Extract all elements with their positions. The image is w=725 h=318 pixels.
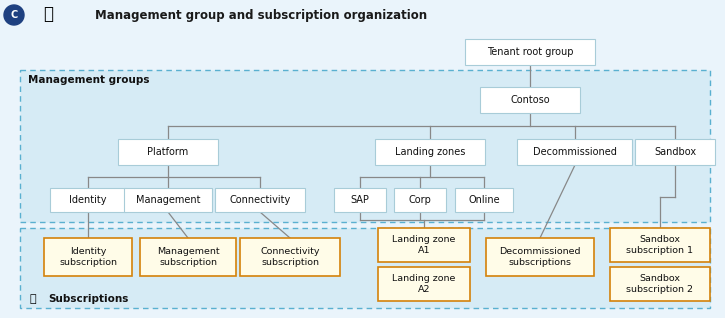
Text: Management group and subscription organization: Management group and subscription organi… <box>95 9 427 22</box>
Text: Corp: Corp <box>409 195 431 205</box>
Bar <box>334 188 386 212</box>
Bar <box>486 238 594 276</box>
Bar <box>140 238 236 276</box>
Bar <box>124 188 212 212</box>
Bar <box>610 228 710 262</box>
Text: Landing zone
A2: Landing zone A2 <box>392 274 456 294</box>
Text: Decommissioned: Decommissioned <box>533 147 617 157</box>
Bar <box>118 139 218 165</box>
Text: Sandbox
subscription 2: Sandbox subscription 2 <box>626 274 694 294</box>
Text: Contoso: Contoso <box>510 95 550 105</box>
Bar <box>378 267 470 301</box>
Text: 🔑: 🔑 <box>30 294 36 304</box>
Text: Platform: Platform <box>147 147 188 157</box>
Text: Identity: Identity <box>70 195 107 205</box>
Text: Sandbox
subscription 1: Sandbox subscription 1 <box>626 235 694 255</box>
Circle shape <box>4 5 24 25</box>
Text: Online: Online <box>468 195 500 205</box>
Bar <box>394 188 446 212</box>
Text: Connectivity
subscription: Connectivity subscription <box>260 247 320 267</box>
Bar <box>518 139 632 165</box>
Bar <box>0 1 725 31</box>
Bar <box>378 228 470 262</box>
Text: C: C <box>10 10 17 20</box>
Text: Landing zones: Landing zones <box>395 147 465 157</box>
Bar <box>455 188 513 212</box>
Text: Management: Management <box>136 195 200 205</box>
FancyBboxPatch shape <box>20 70 710 222</box>
Text: Tenant root group: Tenant root group <box>486 47 573 57</box>
Bar <box>240 238 340 276</box>
Bar <box>635 139 715 165</box>
Bar <box>480 87 580 113</box>
Bar <box>215 188 305 212</box>
Text: Management
subscription: Management subscription <box>157 247 219 267</box>
Text: Identity
subscription: Identity subscription <box>59 247 117 267</box>
Text: Connectivity: Connectivity <box>229 195 291 205</box>
Bar <box>44 238 132 276</box>
Bar <box>465 39 595 65</box>
Text: Landing zone
A1: Landing zone A1 <box>392 235 456 255</box>
Bar <box>610 267 710 301</box>
Text: Sandbox: Sandbox <box>654 147 696 157</box>
Text: Management groups: Management groups <box>28 75 149 85</box>
Bar <box>50 188 126 212</box>
Text: SAP: SAP <box>351 195 370 205</box>
Text: Decommissioned
subscriptions: Decommissioned subscriptions <box>500 247 581 267</box>
Bar <box>375 139 485 165</box>
Text: Subscriptions: Subscriptions <box>48 294 128 304</box>
FancyBboxPatch shape <box>20 228 710 308</box>
Text: 👥: 👥 <box>43 5 53 23</box>
